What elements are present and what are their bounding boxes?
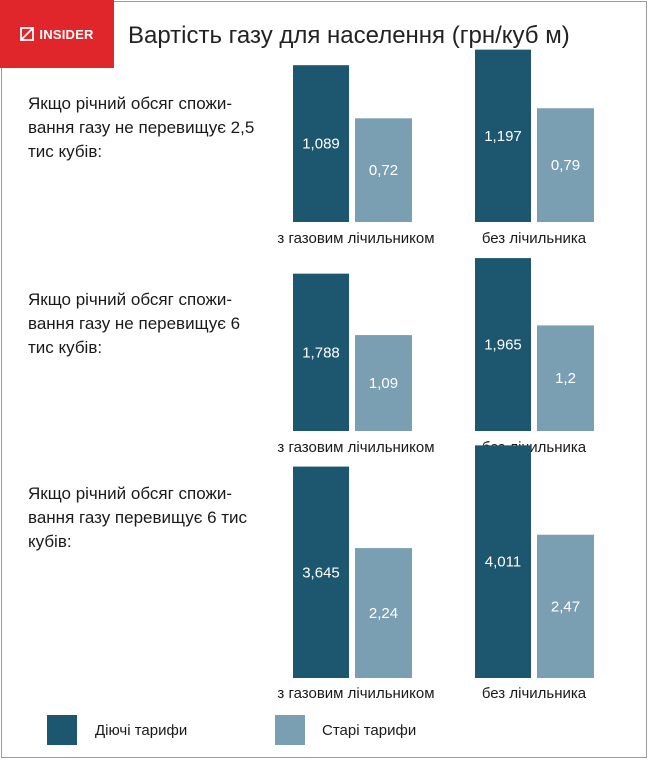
bar-old-1-2: [537, 108, 594, 222]
bar-value-label: 3,645: [302, 564, 340, 581]
legend-label-current: Діючі тарифи: [95, 722, 188, 739]
section-label-2: Якщо річний обсяг спожи-вання газу не пе…: [28, 290, 241, 357]
bar-value-label: 1,2: [555, 370, 576, 387]
category-label: з газовим лічильником: [277, 685, 434, 702]
bar-current-1-2: [475, 49, 531, 222]
legend-swatch-current: [47, 715, 77, 745]
category-label: без лічильника: [482, 230, 587, 247]
bar-old-2-2: [537, 325, 594, 431]
bar-old-2-1: [355, 335, 412, 431]
section-label-1: Якщо річний обсяг спожи-вання газу не пе…: [28, 94, 255, 161]
bar-current-3-1: [293, 466, 349, 678]
bar-current-2-1: [293, 273, 349, 431]
bar-old-3-2: [537, 534, 594, 678]
bar-current-1-1: [293, 65, 349, 223]
bar-value-label: 1,09: [369, 375, 398, 392]
category-label: без лічильника: [482, 685, 587, 702]
legend-swatch-old: [275, 715, 305, 745]
logo-text: INSIDER: [39, 26, 94, 42]
category-label: з газовим лічильником: [277, 439, 434, 456]
bar-old-3-1: [355, 548, 412, 678]
bar-value-label: 4,011: [485, 554, 521, 571]
bar-value-label: 0,72: [369, 162, 398, 179]
logo-square-icon: [20, 27, 35, 41]
bar-value-label: 1,965: [484, 337, 522, 354]
section-label-3: Якщо річний обсяг спожи-вання газу перев…: [28, 484, 248, 551]
bar-value-label: 2,24: [369, 605, 398, 622]
bar-old-1-1: [355, 118, 412, 222]
bar-value-label: 1,197: [484, 128, 522, 145]
category-label: з газовим лічильником: [277, 230, 434, 247]
bar-current-2-2: [475, 258, 531, 431]
bar-value-label: 1,089: [302, 136, 340, 153]
insider-logo: INSIDER: [0, 0, 114, 68]
bar-value-label: 0,79: [551, 157, 580, 174]
legend-label-old: Старі тарифи: [322, 722, 417, 739]
bar-value-label: 1,788: [302, 344, 340, 361]
bar-value-label: 2,47: [551, 598, 580, 615]
bar-current-3-2: [475, 445, 531, 678]
page-title: Вартість газу для населення (грн/куб м): [128, 22, 570, 49]
